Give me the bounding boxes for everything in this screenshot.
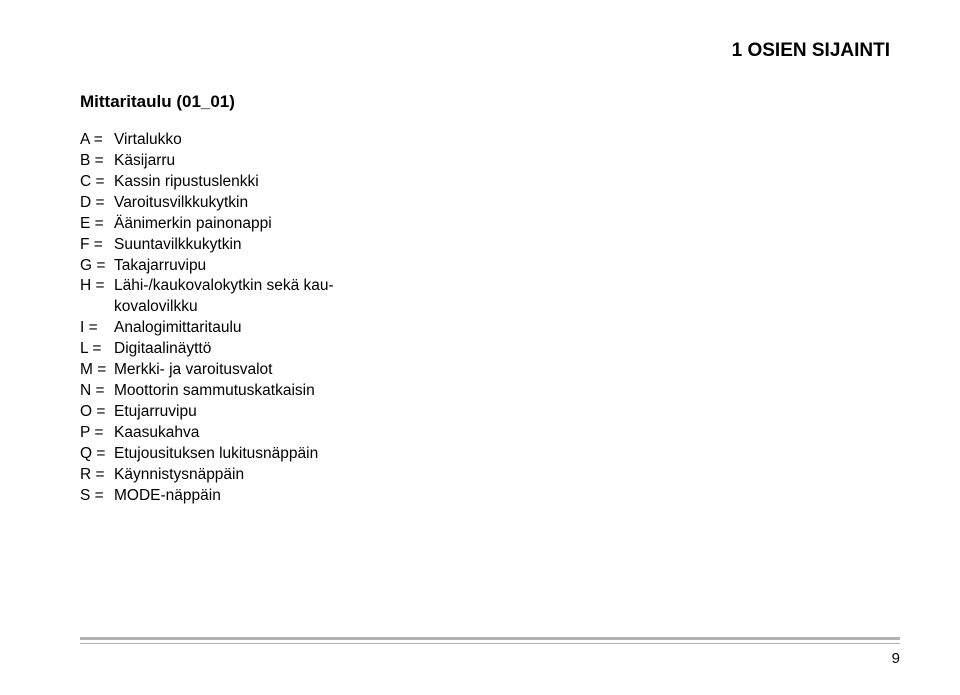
legend-value: Digitaalinäyttö [114,339,211,360]
legend-value: Suuntavilkkukytkin [114,235,242,256]
legend-row: M =Merkki- ja varoitusvalot [80,360,900,381]
legend-row: A =Virtalukko [80,130,900,151]
legend-key: I = [80,318,114,339]
page-number: 9 [80,650,900,667]
legend-value: Lähi-/kaukovalokytkin sekä kau- [114,276,334,297]
legend-row: Q =Etujousituksen lukitusnäppäin [80,444,900,465]
legend-row: B =Käsijarru [80,151,900,172]
legend-row: L =Digitaalinäyttö [80,339,900,360]
legend-key: R = [80,465,114,486]
section-subtitle: Mittaritaulu (01_01) [80,92,900,112]
legend-value: Virtalukko [114,130,182,151]
legend-key: N = [80,381,114,402]
legend-value: Äänimerkin painonappi [114,214,272,235]
footer-rule-thick [80,637,900,640]
legend-value: Kaasukahva [114,423,199,444]
legend-row: S =MODE-näppäin [80,486,900,507]
footer-rule-thin [80,643,900,644]
legend-key: L = [80,339,114,360]
legend-value: Varoitusvilkkukytkin [114,193,248,214]
legend-key: O = [80,402,114,423]
legend-key: H = [80,276,114,297]
legend-key: S = [80,486,114,507]
legend-continuation: kovalovilkku [80,297,900,318]
page: 1 OSIEN SIJAINTI Mittaritaulu (01_01) A … [0,0,960,695]
legend-value: MODE-näppäin [114,486,221,507]
legend-value: Käynnistysnäppäin [114,465,244,486]
legend-value: Käsijarru [114,151,175,172]
legend-value: Takajarruvipu [114,256,206,277]
legend-key: A = [80,130,114,151]
legend-key: C = [80,172,114,193]
legend-key: E = [80,214,114,235]
legend-value: Moottorin sammutuskatkaisin [114,381,315,402]
legend-row: D =Varoitusvilkkukytkin [80,193,900,214]
legend-value: Kassin ripustuslenkki [114,172,259,193]
header-title: 1 OSIEN SIJAINTI [80,40,900,62]
legend-key: F = [80,235,114,256]
legend-row: C =Kassin ripustuslenkki [80,172,900,193]
legend-key: M = [80,360,114,381]
legend-row: O =Etujarruvipu [80,402,900,423]
legend-row: F =Suuntavilkkukytkin [80,235,900,256]
legend-row: G =Takajarruvipu [80,256,900,277]
legend-value: Analogimittaritaulu [114,318,242,339]
legend-row: I =Analogimittaritaulu [80,318,900,339]
legend-row: E =Äänimerkin painonappi [80,214,900,235]
legend-row: R =Käynnistysnäppäin [80,465,900,486]
legend-key: Q = [80,444,114,465]
legend-list: A =VirtalukkoB =KäsijarruC =Kassin ripus… [80,130,900,507]
legend-row: N =Moottorin sammutuskatkaisin [80,381,900,402]
legend-row: H =Lähi-/kaukovalokytkin sekä kau- [80,276,900,297]
legend-value: Merkki- ja varoitusvalot [114,360,273,381]
legend-key: P = [80,423,114,444]
legend-row: P =Kaasukahva [80,423,900,444]
legend-key: B = [80,151,114,172]
page-footer: 9 [80,637,900,667]
legend-value: Etujousituksen lukitusnäppäin [114,444,318,465]
legend-key: G = [80,256,114,277]
legend-key: D = [80,193,114,214]
legend-value: Etujarruvipu [114,402,197,423]
